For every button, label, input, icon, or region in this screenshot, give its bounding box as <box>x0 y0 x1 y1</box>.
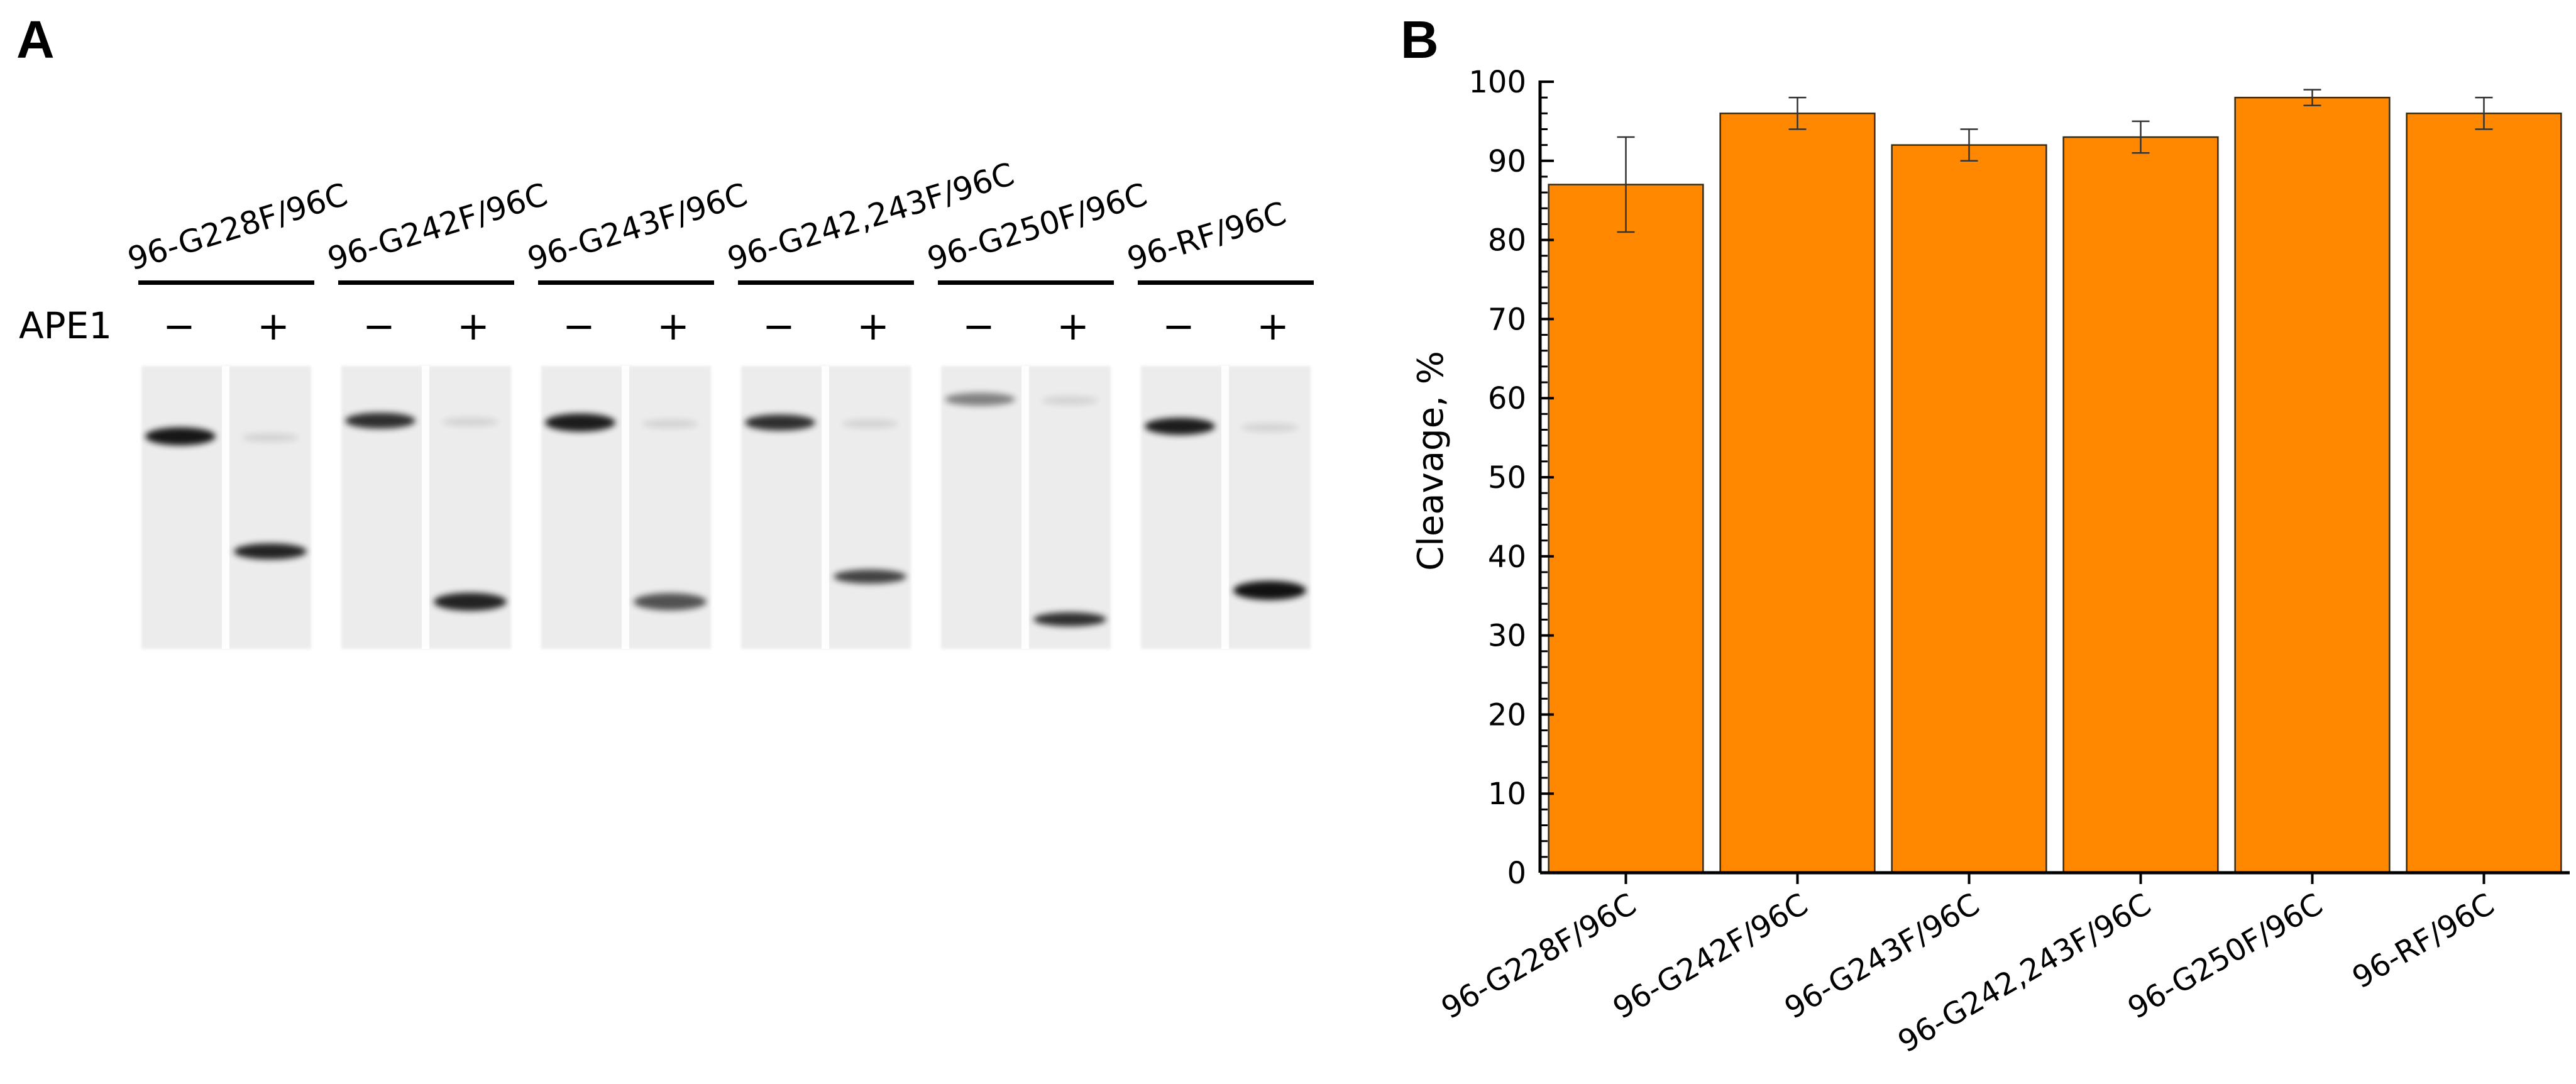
panel-b-letter: B <box>1401 10 1439 69</box>
lane-gap <box>1221 366 1229 649</box>
lane-gap <box>422 366 429 649</box>
lane-plus-sign: + <box>1257 303 1289 349</box>
y-tick-label: 80 <box>1488 223 1526 258</box>
x-tick-label: 96-G250F/96C <box>2122 887 2329 1026</box>
gel-underline <box>738 280 914 285</box>
x-tick-label: 96-RF/96C <box>2347 887 2501 996</box>
lane-minus-sign: − <box>962 303 995 349</box>
cleaved-band <box>634 593 707 611</box>
y-tick-label: 0 <box>1507 856 1526 891</box>
gel-label: 96-G243F/96C <box>524 176 752 277</box>
y-tick-label: 60 <box>1488 381 1526 416</box>
bar <box>2406 113 2562 874</box>
lane-gap <box>222 366 229 649</box>
residual-band <box>1241 423 1298 432</box>
bar <box>1891 144 2047 874</box>
residual-band <box>242 433 299 442</box>
gel-underline <box>338 280 514 285</box>
gel-label: 96-G228F/96C <box>124 176 352 277</box>
uncleaved-band <box>745 414 815 431</box>
lane-minus-sign: − <box>363 303 395 349</box>
lane-minus-sign: − <box>1162 303 1195 349</box>
lane-plus-sign: + <box>857 303 889 349</box>
uncleaved-band <box>945 392 1015 406</box>
lane-plus-sign: + <box>257 303 290 349</box>
gel-panel: 96-G228F/96C− +96-G242F/96C− +96-G243F/96C… <box>124 156 1314 649</box>
cleaved-band <box>1033 612 1106 627</box>
lane-gap <box>1021 366 1029 649</box>
y-tick-label: 10 <box>1488 777 1526 812</box>
residual-band <box>1042 396 1098 405</box>
y-tick-label: 50 <box>1488 460 1526 495</box>
gel-label: 96-G242F/96C <box>324 176 552 277</box>
uncleaved-band <box>345 412 416 429</box>
lane-gap <box>622 366 629 649</box>
lane-minus-sign: − <box>563 303 595 349</box>
uncleaved-band <box>145 427 216 446</box>
cleaved-band <box>834 569 906 584</box>
y-tick-label: 30 <box>1488 619 1526 654</box>
cleaved-band <box>1233 580 1306 600</box>
lane-plus-sign: + <box>457 303 490 349</box>
gel-underline <box>1138 280 1314 285</box>
bar-chart: Cleavage, % 0 10 20 30 40 50 60 70 80 90 100 96-G22… <box>1411 65 2570 1060</box>
y-tick-label: 70 <box>1488 302 1526 337</box>
y-tick-label: 40 <box>1488 539 1526 575</box>
ape1-row-label: APE1 <box>19 304 112 347</box>
cleaved-band <box>234 543 307 560</box>
gel-underline <box>538 280 714 285</box>
y-tick-label: 20 <box>1488 697 1526 733</box>
residual-band <box>842 419 898 428</box>
bar <box>2062 136 2219 874</box>
residual-band <box>642 419 698 428</box>
y-axis-label: Cleavage, % <box>1411 351 1451 571</box>
cleaved-band <box>434 592 507 611</box>
x-tick-label: 96-G242F/96C <box>1607 887 1814 1026</box>
residual-band <box>442 418 498 426</box>
uncleaved-band <box>545 413 615 432</box>
lane-plus-sign: + <box>1057 303 1089 349</box>
lane-gap <box>822 366 829 649</box>
uncleaved-band <box>1145 418 1215 435</box>
lane-minus-sign: − <box>762 303 795 349</box>
bar <box>1548 184 1704 874</box>
gel-underline <box>138 280 314 285</box>
bar <box>2234 96 2391 874</box>
panel-a-letter: A <box>16 10 55 69</box>
y-tick-label: 90 <box>1488 144 1526 179</box>
gel-underline <box>938 280 1114 285</box>
lane-plus-sign: + <box>657 303 690 349</box>
y-tick-label: 100 <box>1468 65 1526 100</box>
lane-minus-sign: − <box>163 303 195 349</box>
x-tick-label: 96-G228F/96C <box>1436 887 1643 1026</box>
bar <box>1719 113 1876 874</box>
